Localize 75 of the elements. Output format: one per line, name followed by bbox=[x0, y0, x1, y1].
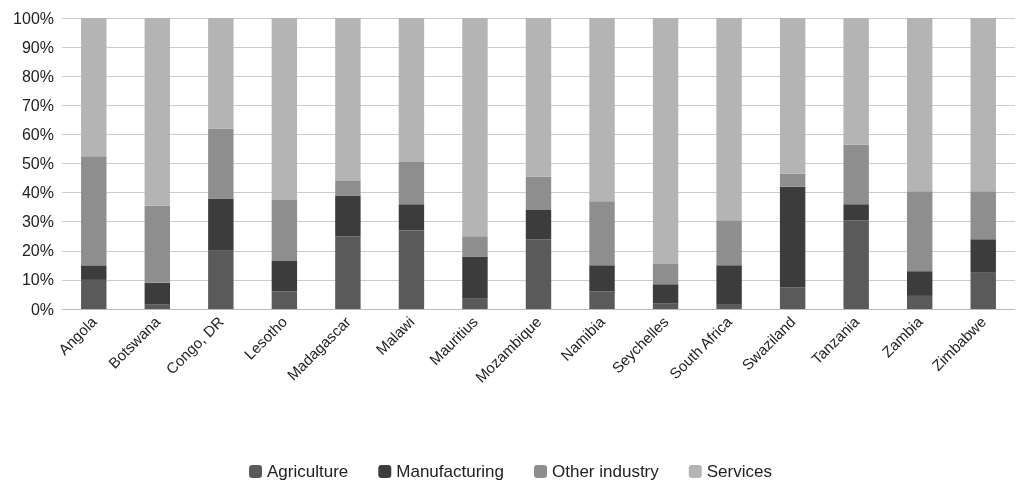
bar bbox=[589, 201, 615, 266]
bar bbox=[398, 162, 425, 205]
bar bbox=[906, 295, 933, 309]
bar bbox=[271, 291, 298, 309]
bar bbox=[335, 18, 361, 181]
bar bbox=[970, 18, 996, 192]
bar bbox=[335, 180, 361, 196]
y-tick-label: 0% bbox=[30, 300, 54, 318]
bar bbox=[398, 230, 425, 309]
bar bbox=[716, 265, 742, 305]
y-tick-label: 20% bbox=[21, 242, 54, 260]
y-tick-label: 70% bbox=[21, 96, 54, 114]
bar bbox=[208, 128, 234, 199]
bar bbox=[652, 263, 679, 285]
bar bbox=[144, 304, 171, 309]
y-tick-label: 60% bbox=[21, 125, 54, 143]
bar bbox=[716, 18, 742, 221]
y-tick-label: 40% bbox=[21, 184, 54, 202]
bar bbox=[970, 239, 996, 273]
legend-label: Manufacturing bbox=[396, 462, 505, 481]
y-tick-label: 10% bbox=[21, 271, 54, 289]
bar bbox=[398, 18, 425, 163]
bar bbox=[779, 173, 806, 187]
bar bbox=[779, 186, 806, 288]
bar bbox=[525, 239, 552, 309]
bar bbox=[81, 156, 107, 266]
legend-label: Agriculture bbox=[267, 462, 349, 481]
bar bbox=[652, 303, 679, 309]
bar bbox=[716, 304, 742, 309]
bar bbox=[335, 236, 361, 309]
bar bbox=[843, 144, 869, 205]
bar bbox=[779, 18, 806, 174]
bar bbox=[398, 204, 425, 231]
bar bbox=[843, 204, 869, 221]
bar bbox=[906, 271, 933, 296]
bar bbox=[335, 195, 361, 237]
bar bbox=[525, 18, 552, 177]
bar bbox=[144, 18, 171, 206]
bar bbox=[208, 198, 234, 251]
bar bbox=[843, 220, 869, 309]
bar bbox=[271, 260, 298, 292]
bar bbox=[271, 18, 298, 200]
bar bbox=[462, 18, 488, 237]
bar bbox=[589, 291, 615, 309]
bar bbox=[970, 191, 996, 240]
bar bbox=[208, 250, 234, 309]
bar bbox=[462, 256, 488, 299]
bar bbox=[208, 18, 234, 129]
bar bbox=[779, 287, 806, 309]
bar bbox=[906, 191, 933, 272]
bar bbox=[589, 265, 615, 292]
bar bbox=[81, 18, 107, 157]
bar bbox=[81, 279, 107, 309]
bar bbox=[462, 236, 488, 257]
y-tick-label: 100% bbox=[13, 9, 54, 27]
bar bbox=[462, 298, 488, 309]
legend-label: Services bbox=[706, 462, 772, 481]
y-tick-label: 50% bbox=[21, 155, 54, 172]
y-tick-label: 90% bbox=[21, 38, 54, 56]
bar bbox=[652, 18, 679, 264]
bar bbox=[144, 282, 171, 305]
bar bbox=[271, 199, 298, 261]
bar bbox=[652, 284, 679, 304]
bar bbox=[81, 265, 107, 280]
y-tick-label: 80% bbox=[21, 67, 54, 85]
bar bbox=[144, 205, 171, 283]
bar bbox=[525, 210, 552, 240]
y-tick-label: 30% bbox=[21, 213, 54, 231]
bar bbox=[716, 220, 742, 266]
bar bbox=[970, 272, 996, 309]
legend-label: Other industry bbox=[552, 462, 660, 481]
bar bbox=[589, 18, 615, 202]
bar bbox=[525, 176, 552, 211]
bar bbox=[843, 18, 869, 145]
bar bbox=[906, 18, 933, 192]
